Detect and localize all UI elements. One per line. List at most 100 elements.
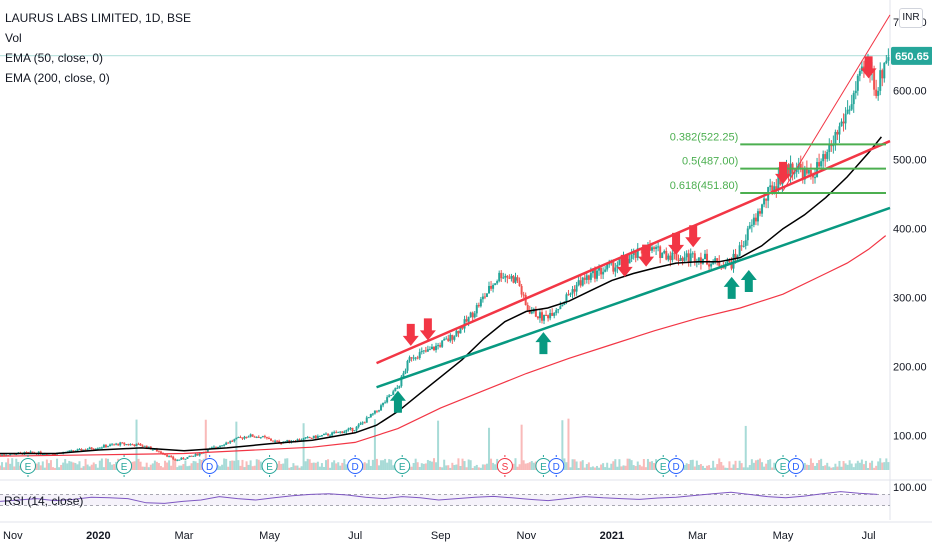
volume-bar	[90, 464, 93, 470]
candle-body	[850, 104, 853, 110]
candle-body	[139, 443, 142, 446]
volume-bar	[651, 461, 654, 470]
down-arrow-icon	[860, 56, 877, 79]
volume-bar	[37, 462, 40, 470]
volume-bar	[327, 459, 330, 470]
x-tick-label: Mar	[175, 530, 194, 542]
candle-body	[565, 294, 568, 302]
event-marker-e[interactable]: E	[261, 455, 278, 478]
volume-bar	[322, 466, 325, 470]
candle-body	[80, 448, 83, 451]
volume-bar	[190, 463, 193, 470]
volume-bar	[854, 463, 857, 470]
y-tick-label: 500.00	[893, 155, 927, 167]
last-price-label: 650.65	[895, 51, 929, 63]
volume-bar	[820, 458, 823, 470]
x-tick-label: Mar	[688, 530, 707, 542]
candle-body	[333, 432, 336, 434]
candle-body	[172, 456, 175, 460]
x-tick-label: May	[773, 530, 794, 542]
event-marker-d[interactable]: D	[201, 455, 218, 478]
candle-body	[190, 455, 193, 457]
volume-bar	[518, 464, 521, 470]
candle-body	[259, 437, 262, 439]
volume-bar	[13, 466, 16, 470]
event-letter: E	[660, 462, 667, 473]
volume-bar	[528, 462, 531, 470]
event-marker-d[interactable]: D	[668, 455, 685, 478]
event-marker-e[interactable]: E	[394, 455, 411, 478]
candle-body	[265, 437, 268, 439]
rsi-indicator-label[interactable]: RSI (14, close)	[4, 494, 84, 508]
candle-body	[245, 436, 248, 438]
candle-body	[818, 162, 821, 167]
volume-bar	[371, 459, 374, 470]
candle-body	[630, 254, 633, 259]
ema200-indicator-label[interactable]: EMA (200, close, 0)	[5, 71, 110, 85]
volume-bar	[471, 467, 474, 470]
volume-bar	[742, 467, 745, 470]
currency-badge[interactable]: INR	[899, 8, 923, 28]
candle-body	[102, 445, 105, 448]
volume-bar	[461, 458, 464, 470]
volume-bar	[844, 463, 847, 470]
candle-body	[331, 432, 334, 436]
volume-bar	[648, 461, 651, 470]
candle-body	[801, 167, 804, 180]
candle-body	[461, 327, 464, 329]
volume-bar	[45, 459, 48, 470]
event-marker-e[interactable]: E	[116, 455, 133, 478]
symbol-title[interactable]: LAURUS LABS LIMITED, 1D, BSE	[5, 11, 192, 25]
candle-body	[176, 459, 179, 461]
candle-body	[740, 245, 743, 247]
candle-body	[632, 251, 635, 255]
volume-bar	[640, 466, 643, 470]
volume-indicator-label[interactable]: Vol	[5, 31, 22, 45]
candle-body	[526, 305, 529, 311]
candle-body	[858, 71, 861, 76]
candle-body	[691, 253, 694, 255]
candle-body	[86, 449, 89, 451]
volume-bar	[830, 467, 833, 470]
candle-body	[298, 439, 301, 441]
x-tick-label: 2021	[600, 530, 624, 542]
candle-body	[797, 163, 800, 169]
volume-bar	[579, 461, 582, 470]
candle-body	[555, 310, 558, 314]
candle-body	[233, 439, 236, 442]
candle-body	[787, 164, 790, 177]
event-badge	[20, 458, 36, 474]
candle-body	[345, 429, 348, 432]
volume-bar	[608, 467, 611, 470]
candle-body	[155, 448, 158, 452]
volume-bar	[459, 465, 462, 470]
candle-body	[534, 308, 537, 317]
candle-body	[697, 257, 700, 262]
fib-level-label: 0.5(487.00)	[682, 156, 738, 168]
candle-body	[398, 386, 401, 388]
candle-body	[807, 170, 810, 174]
candle-body	[420, 351, 423, 353]
candle-body	[875, 89, 878, 96]
candle-body	[302, 438, 305, 441]
volume-bar	[182, 464, 185, 470]
event-marker-e[interactable]: E	[20, 455, 36, 478]
candle-body	[367, 417, 370, 419]
candle-body	[145, 445, 148, 449]
event-marker-d[interactable]: D	[347, 455, 364, 478]
candle-body	[750, 224, 753, 226]
volume-bar	[284, 458, 287, 470]
event-marker-d[interactable]: D	[787, 455, 804, 478]
volume-bar	[333, 460, 336, 470]
volume-bar	[614, 459, 617, 470]
ema50-indicator-label[interactable]: EMA (50, close, 0)	[5, 51, 104, 65]
up-arrow-icon	[723, 276, 740, 299]
volume-bar	[414, 458, 417, 470]
candle-body	[113, 444, 116, 446]
rsi-tick-label: 100.00	[893, 482, 927, 494]
volume-bar	[767, 459, 770, 470]
y-tick-label: 200.00	[893, 362, 927, 374]
event-marker-d[interactable]: D	[548, 455, 565, 478]
event-marker-s[interactable]: S	[496, 455, 513, 478]
